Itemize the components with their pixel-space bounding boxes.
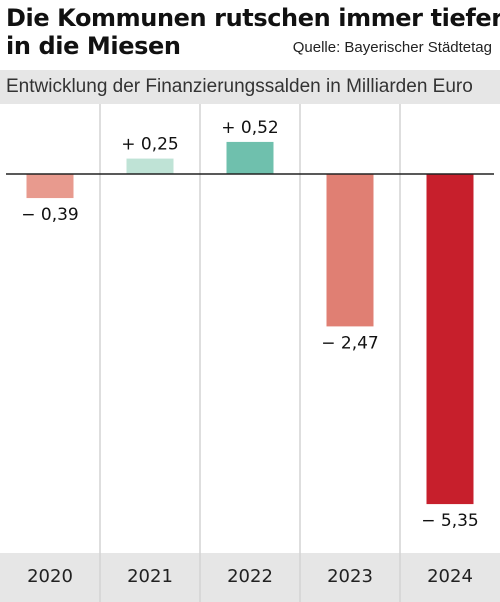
x-tick-label-2023: 2023 xyxy=(327,566,373,587)
chart-title: Die Kommunen rutschen immer tiefer in di… xyxy=(6,4,500,60)
title-line-1: Die Kommunen rutschen immer tiefer xyxy=(6,4,500,32)
bar-2024 xyxy=(426,174,474,505)
bar-2020 xyxy=(26,174,74,199)
x-axis-band xyxy=(0,553,500,602)
bar-2022 xyxy=(226,141,274,174)
title-line-2: in die Miesen xyxy=(6,32,181,60)
x-tick-label-2021: 2021 xyxy=(127,566,173,587)
source-note: Quelle: Bayerischer Städtetag xyxy=(292,39,492,56)
value-label-2022: + 0,52 xyxy=(221,118,279,138)
x-tick-label-2020: 2020 xyxy=(27,566,73,587)
bar-2021 xyxy=(126,158,174,174)
x-tick-label-2024: 2024 xyxy=(427,566,473,587)
value-label-2020: − 0,39 xyxy=(21,205,79,225)
value-label-2023: − 2,47 xyxy=(321,333,379,353)
value-label-2024: − 5,35 xyxy=(421,511,479,531)
value-label-2021: + 0,25 xyxy=(121,135,179,155)
chart-subtitle: Entwicklung der Finanzierungssalden in M… xyxy=(0,70,500,104)
bar-2023 xyxy=(326,174,374,327)
x-tick-label-2022: 2022 xyxy=(227,566,273,587)
